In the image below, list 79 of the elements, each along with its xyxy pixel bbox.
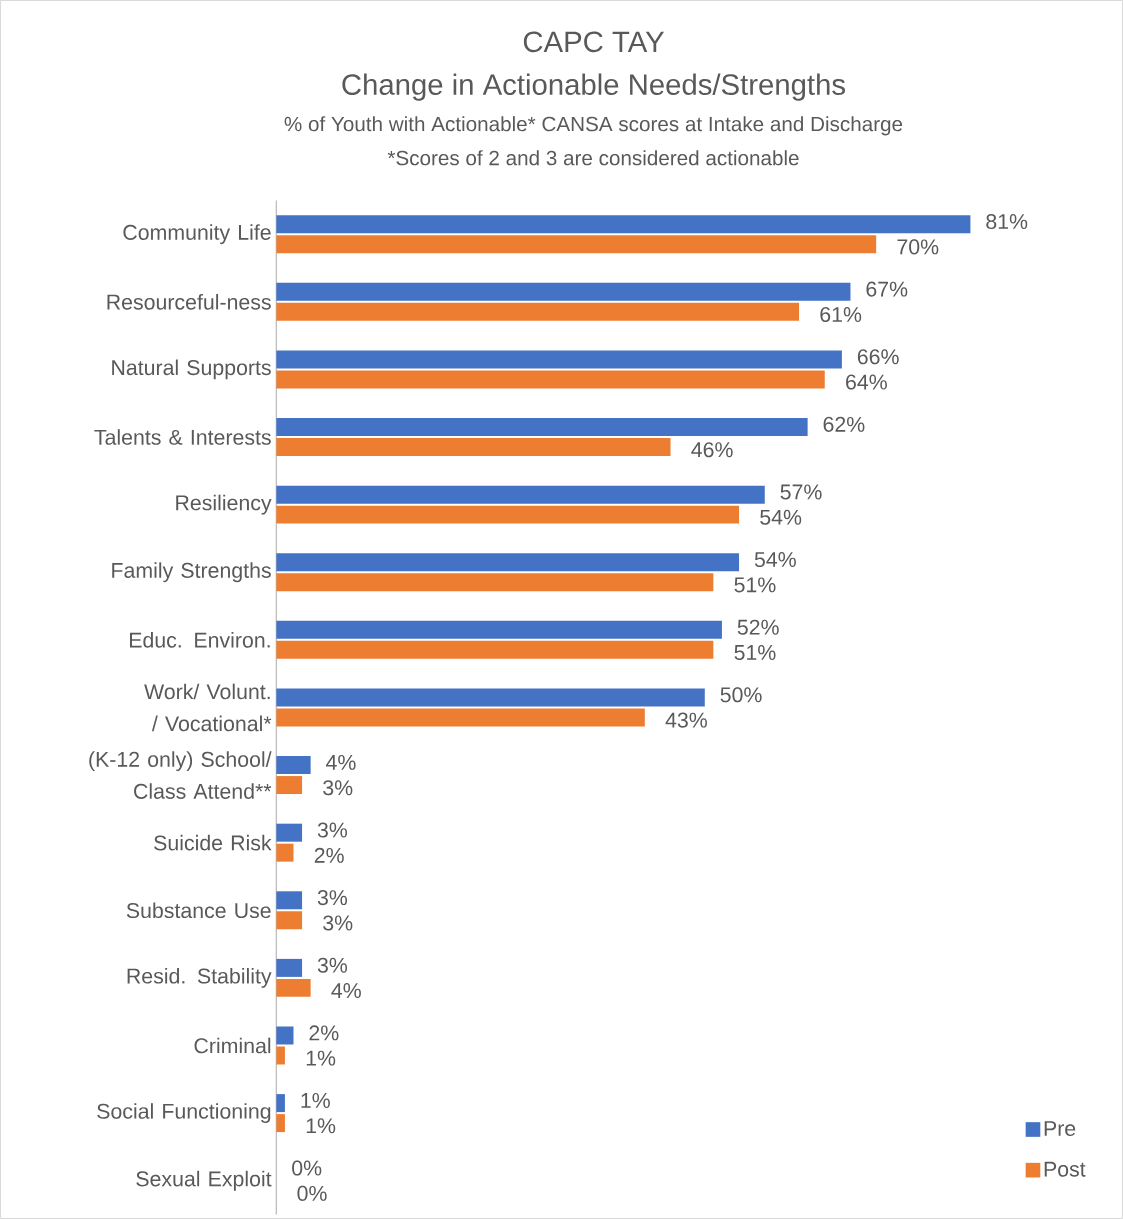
legend-label: Post [1044, 1161, 1086, 1177]
legend-label: Pre [1044, 1121, 1076, 1137]
bar [276, 823, 303, 842]
text: % of Youth with Actionable* CANSA scores at Intake and Discharge [284, 116, 903, 136]
data-label: 70% [897, 239, 939, 255]
y-tick-label: Educ. Environ. [129, 632, 270, 648]
data-label: 3% [317, 957, 348, 973]
data-label: 57% [780, 484, 822, 500]
y-tick-label: Family Strengths [112, 562, 271, 583]
data-label: 46% [691, 442, 733, 458]
bar [276, 620, 722, 639]
y-tick-label: Substance Use [126, 902, 271, 919]
data-label: 2% [309, 1025, 339, 1041]
data-label: 52% [737, 619, 779, 635]
bar [276, 911, 303, 930]
data-label: 3% [317, 822, 348, 838]
data-label: 1% [301, 1092, 330, 1108]
bar [276, 505, 740, 524]
bar [276, 282, 851, 301]
bar [276, 843, 294, 862]
chart-title: CAPC TAY [523, 31, 664, 53]
chart-subtitle: Change in Actionable Needs/Strengths [342, 73, 845, 101]
y-tick-label: Sexual Exploit [136, 1170, 272, 1191]
text: *Scores of 2 and 3 are considered actionable [387, 150, 799, 166]
y-tick-label: (K-12 only) School/ Class Attend** [89, 751, 272, 799]
data-label: 3% [323, 780, 353, 796]
bar [276, 756, 311, 775]
bar [276, 302, 800, 321]
data-label: 81% [986, 213, 1028, 230]
y-tick-label: Resourceful-ness [107, 293, 271, 310]
y-tick-label: Social Functioning [97, 1103, 271, 1124]
data-label: 43% [665, 712, 707, 728]
data-label: 4% [326, 754, 356, 770]
data-label: 4% [331, 983, 361, 998]
data-label: 54% [754, 552, 796, 568]
data-label: 3% [323, 915, 353, 931]
data-label: 51% [734, 645, 776, 661]
data-label: 3% [317, 890, 348, 906]
bar [276, 1114, 285, 1133]
y-tick-label: Resiliency [176, 494, 272, 515]
data-label: 51% [734, 577, 776, 593]
data-label: 54% [760, 509, 802, 525]
bar [276, 485, 765, 504]
bar [276, 1046, 285, 1065]
bar [276, 215, 971, 234]
data-label: 2% [314, 847, 344, 863]
y-tick-label: Suicide Risk [154, 834, 272, 851]
data-label: 50% [720, 687, 762, 703]
bar [276, 438, 671, 457]
bar [276, 1094, 285, 1113]
bar [276, 640, 714, 659]
bar [276, 573, 714, 592]
bar [276, 958, 303, 977]
bar [276, 553, 740, 572]
bar [276, 776, 303, 795]
data-label: 62% [823, 416, 865, 432]
y-tick-label: Resid. Stability [127, 967, 272, 988]
data-label: 0% [297, 1185, 327, 1201]
y-tick-label: Community Life [123, 224, 271, 245]
bar [276, 235, 877, 254]
bar [276, 1026, 294, 1045]
bar [276, 370, 825, 389]
data-label: 1% [306, 1118, 336, 1134]
bar [276, 418, 808, 437]
data-label: 61% [820, 306, 862, 323]
data-label: 1% [306, 1050, 336, 1066]
data-label: 64% [846, 374, 887, 390]
bar [276, 891, 303, 910]
y-tick-label: Talents & Interests [94, 429, 271, 445]
y-tick-label: Criminal [194, 1037, 271, 1054]
data-label: 67% [866, 281, 908, 297]
data-label: 0% [292, 1160, 322, 1176]
bar [276, 978, 311, 997]
y-tick-label: Natural Supports [112, 359, 271, 380]
bar [276, 688, 705, 707]
bar [276, 350, 842, 369]
y-tick-label: Work/ Volunt. / Vocational* [144, 683, 272, 732]
data-label: 66% [857, 349, 899, 365]
bar [276, 708, 645, 727]
